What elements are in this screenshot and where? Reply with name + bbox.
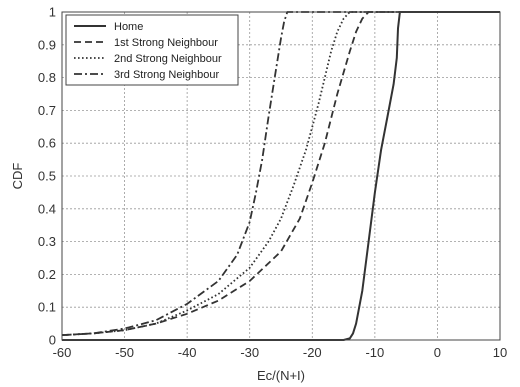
legend-label: 3rd Strong Neighbour bbox=[114, 69, 220, 81]
y-tick-label: 0.3 bbox=[38, 234, 56, 249]
y-tick-label: 0.8 bbox=[38, 70, 56, 85]
x-tick-label: -20 bbox=[303, 345, 322, 360]
series-line-1 bbox=[62, 11, 500, 341]
y-tick-label: 0.5 bbox=[38, 169, 56, 184]
y-tick-label: 0.2 bbox=[38, 267, 56, 282]
y-tick-label: 1 bbox=[49, 5, 56, 20]
series-line-2 bbox=[61, 11, 500, 336]
x-axis-label: Ec/(N+I) bbox=[257, 368, 305, 383]
plot-frame bbox=[61, 11, 501, 341]
y-axis-label: CDF bbox=[10, 163, 25, 190]
series-layer bbox=[61, 11, 500, 341]
y-tick-label: 0.1 bbox=[38, 300, 56, 315]
x-tick-label: -30 bbox=[240, 345, 259, 360]
legend: Home 1st Strong Neighbour 2nd Strong Neigh… bbox=[65, 14, 239, 86]
x-tick-label: 10 bbox=[493, 345, 507, 360]
y-tick-label: 0.4 bbox=[38, 201, 56, 216]
x-tick-label: 0 bbox=[434, 345, 441, 360]
legend-label: 2nd Strong Neighbour bbox=[114, 53, 222, 65]
x-tick-label: -60 bbox=[53, 345, 72, 360]
y-tick-label: 0.6 bbox=[38, 136, 56, 151]
legend-label: Home bbox=[114, 21, 143, 33]
x-tick-label: -40 bbox=[178, 345, 197, 360]
series-line-4 bbox=[61, 11, 500, 336]
x-tick-label: -50 bbox=[115, 345, 134, 360]
y-tick-label: 0.9 bbox=[38, 37, 56, 52]
x-tick-label: -10 bbox=[365, 345, 384, 360]
legend-label: 1st Strong Neighbour bbox=[114, 37, 218, 49]
y-tick-label: 0 bbox=[49, 333, 56, 348]
y-tick-label: 0.7 bbox=[38, 103, 56, 118]
tick-labels: -60 -50 -40 -30 -20 -10 0 10 0 0.1 0.2 0.3 0.4 0.5 0.6… bbox=[38, 5, 507, 361]
